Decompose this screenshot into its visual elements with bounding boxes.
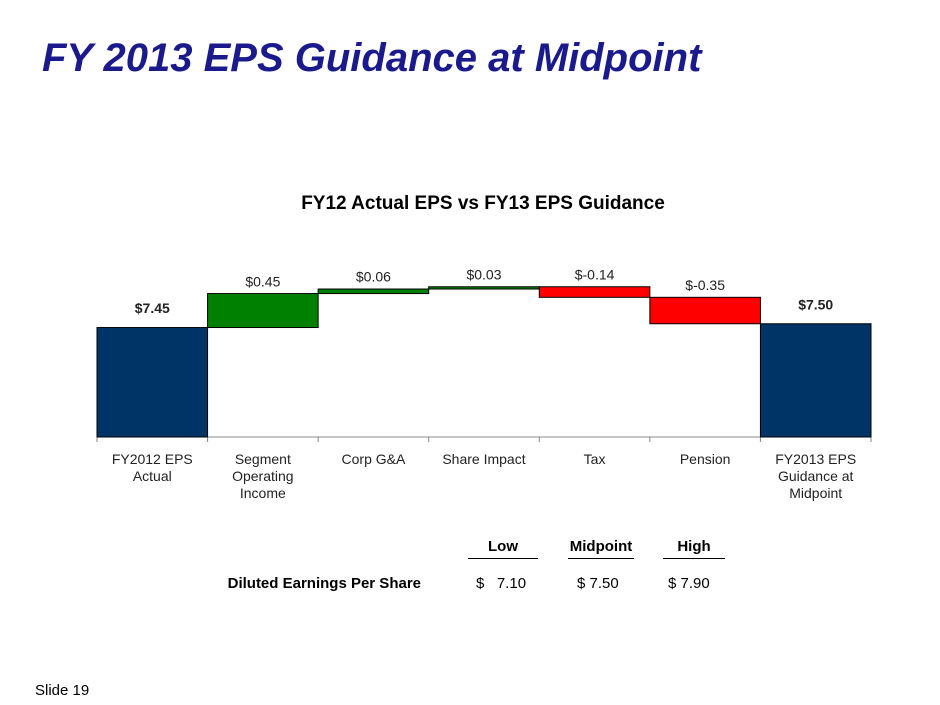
bar xyxy=(759,323,872,438)
column-header: Low xyxy=(468,538,538,559)
x-tick-label: Share Impact xyxy=(442,451,526,467)
slide-title: FY 2013 EPS Guidance at Midpoint xyxy=(42,36,702,80)
value-label: $0.03 xyxy=(466,266,501,282)
slide-number: Slide 19 xyxy=(35,682,90,699)
bar xyxy=(538,286,651,298)
column-header: High xyxy=(663,538,725,559)
x-tick-label: Segment Operating Income xyxy=(232,451,294,501)
value-label: $0.45 xyxy=(245,273,280,289)
bar xyxy=(207,293,319,329)
x-tick-label: Corp G&A xyxy=(341,451,406,467)
bar xyxy=(649,296,761,325)
value-label: $-0.14 xyxy=(575,266,615,282)
table-cell: $ 7.90 xyxy=(668,575,710,592)
column-header: Midpoint xyxy=(568,538,634,559)
table-cell: $ 7.50 xyxy=(577,575,619,592)
x-tick-label: Pension xyxy=(679,451,731,467)
value-label: $7.45 xyxy=(135,300,170,316)
bar xyxy=(317,288,430,295)
value-label: $7.50 xyxy=(798,296,833,312)
bar xyxy=(428,286,540,290)
table-cell: $ 7.10 xyxy=(476,575,527,592)
bar xyxy=(96,327,209,438)
x-tick-label: FY2012 EPS Actual xyxy=(111,451,193,484)
value-label: $-0.35 xyxy=(685,277,725,293)
x-tick-label: Tax xyxy=(583,451,606,467)
chart-title: FY12 Actual EPS vs FY13 EPS Guidance xyxy=(301,193,665,214)
row-label: Diluted Earnings Per Share xyxy=(227,575,421,592)
value-label: $0.06 xyxy=(356,269,391,285)
x-tick-label: FY2013 EPS Guidance at Midpoint xyxy=(775,451,857,501)
